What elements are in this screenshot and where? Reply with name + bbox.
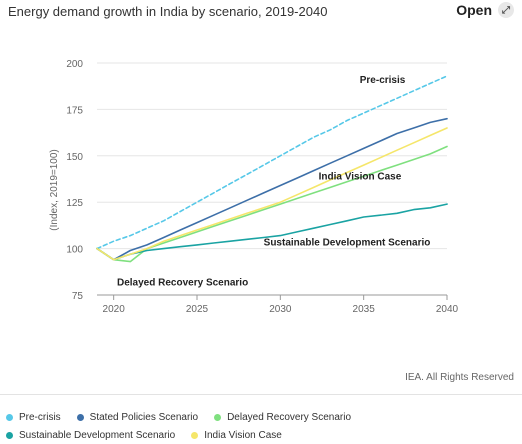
series-line-pre-crisis[interactable] — [96, 75, 448, 250]
x-tick-label: 2020 — [103, 304, 126, 315]
legend-item[interactable]: Sustainable Development Scenario — [6, 430, 175, 441]
series-label-layer: Pre-crisis Delayed Recovery Scenario Susta… — [117, 75, 430, 289]
x-tick-label: 2035 — [353, 304, 376, 315]
legend-item[interactable]: Stated Policies Scenario — [76, 411, 199, 423]
line-chart: 75 100 125 150 175 200 2020 2025 2030 2035 2040 Pr… — [49, 59, 459, 315]
y-tick-label: 100 — [66, 245, 83, 256]
series-line-india-vision-case[interactable] — [96, 127, 448, 261]
legend-label: Pre-crisis — [19, 411, 61, 423]
y-tick-label: 150 — [66, 152, 83, 163]
legend-dot-icon — [214, 413, 222, 421]
y-tick-label: 175 — [66, 105, 83, 116]
series-line-stated-policies-scenario[interactable] — [96, 117, 448, 261]
series-label: Sustainable Development Scenario — [264, 237, 431, 248]
divider — [0, 394, 522, 395]
legend-item[interactable]: Pre-crisis — [6, 412, 61, 423]
series-label: India Vision Case — [319, 171, 402, 182]
legend-item[interactable]: Delayed Recovery Scenario — [214, 412, 351, 423]
legend-label: Sustainable Development Scenario — [19, 429, 176, 441]
x-tick-label: 2040 — [436, 304, 459, 315]
y-tick-label: 200 — [66, 59, 83, 70]
legend-row: Pre-crisis Stated Policies Scenario Delaye… — [6, 408, 518, 426]
y-tick-label: 125 — [66, 198, 83, 209]
x-tick-label: 2025 — [186, 304, 209, 315]
x-tick-label: 2030 — [269, 304, 292, 315]
series-line-sustainable-development-scenario[interactable] — [96, 203, 448, 261]
series-label: Pre-crisis — [360, 75, 406, 86]
grid-layer — [97, 62, 447, 250]
open-button[interactable]: Open ⤢ — [456, 2, 514, 18]
series-layer — [96, 75, 448, 263]
copyright-credit: IEA. All Rights Reserved — [405, 372, 514, 383]
series-label: Delayed Recovery Scenario — [117, 278, 248, 289]
legend-dot-icon — [6, 413, 13, 421]
chart-title: Energy demand growth in India by scenari… — [8, 4, 328, 19]
open-label: Open — [456, 2, 492, 18]
series-line-delayed-recovery-scenario[interactable] — [96, 145, 448, 263]
legend-dot-icon — [6, 431, 13, 439]
y-axis-title: (Index, 2019=100) — [49, 149, 60, 230]
legend-label: Delayed Recovery Scenario — [227, 411, 352, 423]
legend-label: Stated Policies Scenario — [89, 411, 199, 423]
legend: Pre-crisis Stated Policies Scenario Delaye… — [6, 408, 518, 444]
legend-label: India Vision Case — [204, 429, 282, 441]
legend-dot-icon — [76, 413, 84, 421]
y-tick-label: 75 — [72, 291, 84, 302]
legend-item[interactable]: India Vision Case — [191, 430, 282, 441]
expand-icon[interactable]: ⤢ — [498, 2, 514, 18]
axis-layer: 75 100 125 150 175 200 2020 2025 2030 2035 2040 — [66, 59, 458, 315]
legend-dot-icon — [191, 431, 199, 439]
legend-row: Sustainable Development Scenario India Vi… — [6, 426, 518, 444]
